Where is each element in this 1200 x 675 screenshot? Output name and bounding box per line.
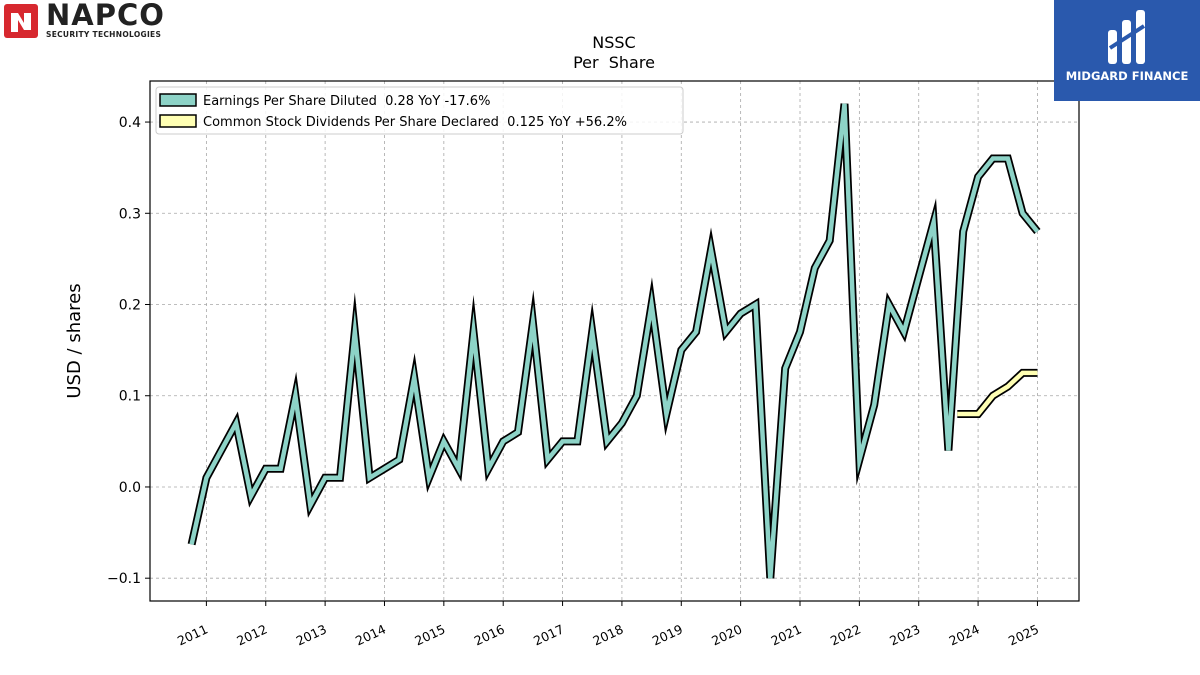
- legend: Earnings Per Share Diluted 0.28 YoY -17.…: [155, 86, 684, 135]
- y-tick-label: 0.0: [119, 480, 141, 496]
- legend-label-dividends: Common Stock Dividends Per Share Declare…: [203, 115, 627, 130]
- y-axis: −0.1 0.0 0.1 0.2 0.3 0.4: [107, 115, 150, 587]
- x-axis: 2011 2012 2013 2014 2015 2016 2017 2018 2019 2020…: [175, 601, 1041, 648]
- x-tick-label: 2011: [175, 621, 210, 648]
- series-line-eps: [189, 103, 1040, 579]
- napco-tagline: SECURITY TECHNOLOGIES: [46, 30, 162, 39]
- plot-frame: [149, 80, 1080, 602]
- y-axis-label: USD / shares: [64, 283, 85, 398]
- midgard-name: MIDGARD FINANCE: [1065, 69, 1189, 83]
- legend-label-eps: Earnings Per Share Diluted 0.28 YoY -17.…: [203, 94, 490, 109]
- napco-logo: NAPCO SECURITY TECHNOLOGIES: [4, 0, 214, 40]
- legend-swatch-eps: [159, 93, 197, 107]
- midgard-logo: MIDGARD FINANCE: [1054, 0, 1200, 101]
- chart-subtitle: Per Share: [573, 53, 655, 72]
- series-line-dividends: [957, 370, 1038, 417]
- chart-title: NSSC: [592, 33, 635, 52]
- y-tick-label: 0.3: [119, 206, 141, 222]
- y-tick-label: 0.4: [119, 115, 141, 131]
- series-lines: [187, 103, 1041, 579]
- x-tick-label: 2017: [531, 621, 566, 648]
- x-tick-label: 2022: [828, 621, 863, 648]
- x-tick-label: 2025: [1006, 621, 1041, 648]
- y-tick-label: −0.1: [107, 571, 141, 587]
- midgard-mark-icon: [1108, 10, 1146, 64]
- y-tick-label: 0.2: [119, 298, 141, 314]
- x-tick-label: 2014: [353, 621, 388, 648]
- grid-lines: [150, 81, 1079, 601]
- x-tick-label: 2018: [590, 621, 625, 648]
- x-tick-label: 2023: [887, 621, 922, 648]
- napco-name: NAPCO: [46, 0, 165, 32]
- x-tick-label: 2016: [472, 621, 507, 648]
- x-tick-label: 2015: [412, 621, 447, 648]
- napco-mark-icon: [4, 4, 38, 38]
- legend-swatch-dividends: [159, 114, 197, 128]
- y-tick-label: 0.1: [119, 389, 141, 405]
- x-tick-label: 2013: [294, 621, 329, 648]
- x-tick-label: 2012: [234, 621, 269, 648]
- x-tick-label: 2024: [947, 621, 982, 648]
- x-tick-label: 2020: [709, 621, 744, 648]
- x-tick-label: 2021: [769, 621, 804, 648]
- series-outline-eps: [187, 103, 1041, 579]
- legend-box: [155, 86, 684, 135]
- x-tick-label: 2019: [650, 621, 685, 648]
